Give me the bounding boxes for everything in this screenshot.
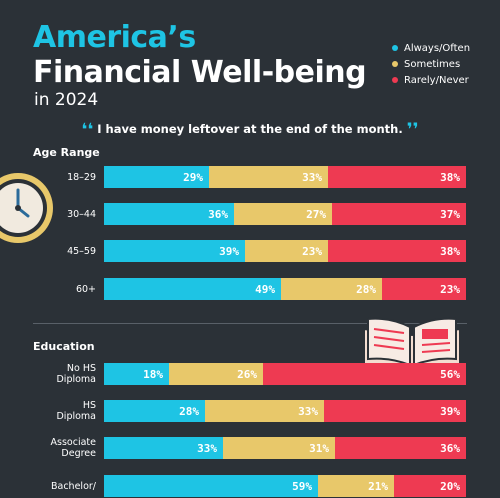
section-divider: [33, 323, 467, 324]
clock-icon: [0, 173, 53, 243]
bar-segment-rarely: 39%: [324, 400, 466, 422]
bar-value-label: 33%: [197, 441, 217, 455]
bar-segment-rarely: 23%: [382, 278, 466, 300]
stacked-bar: 59% 21% 20%: [104, 475, 466, 497]
row-label: Associate Degree: [36, 436, 96, 460]
legend-item-always: Always/Often: [392, 40, 470, 56]
bar-segment-sometimes: 27%: [234, 203, 332, 225]
bar-segment-rarely: 36%: [335, 437, 466, 459]
stacked-bar: 33% 31% 36%: [104, 437, 466, 459]
title-line-3: in 2024: [34, 90, 99, 110]
legend-item-sometimes: Sometimes: [392, 56, 470, 72]
stacked-bar: 29% 33% 38%: [104, 166, 466, 188]
row-label-line: 45–59: [67, 245, 96, 257]
bar-value-label: 28%: [356, 282, 376, 296]
bar-value-label: 28%: [179, 404, 199, 418]
bar-value-label: 39%: [440, 404, 460, 418]
bar-value-label: 31%: [309, 441, 329, 455]
legend-dot-sometimes: [392, 61, 398, 67]
row-label-line: No HS: [66, 363, 96, 374]
section-title-age: Age Range: [33, 146, 100, 159]
row-label-line: Associate: [50, 437, 96, 448]
bar-value-label: 37%: [440, 207, 460, 221]
stacked-bar: 39% 23% 38%: [104, 240, 466, 262]
row-label: 18–29: [36, 165, 96, 189]
bar-segment-always: 33%: [104, 437, 223, 459]
row-label-line: 18–29: [67, 171, 96, 183]
bar-segment-sometimes: 26%: [169, 363, 263, 385]
bar-segment-rarely: 38%: [328, 240, 466, 262]
bar-segment-always: 18%: [104, 363, 169, 385]
bar-value-label: 56%: [440, 367, 460, 381]
bar-value-label: 33%: [298, 404, 318, 418]
bar-value-label: 33%: [302, 170, 322, 184]
row-label: 60+: [36, 277, 96, 301]
bar-segment-always: 29%: [104, 166, 209, 188]
legend-label-always: Always/Often: [404, 42, 471, 54]
bar-segment-always: 39%: [104, 240, 245, 262]
bar-value-label: 49%: [255, 282, 275, 296]
row-label: No HS Diploma: [36, 362, 96, 386]
bar-segment-rarely: 56%: [263, 363, 466, 385]
bar-segment-always: 59%: [104, 475, 318, 497]
bar-value-label: 39%: [219, 244, 239, 258]
row-label-line: 60+: [75, 283, 96, 295]
quote-open-icon: ❛❛: [81, 120, 94, 140]
stacked-bar: 49% 28% 23%: [104, 278, 466, 300]
bar-segment-sometimes: 33%: [209, 166, 328, 188]
title-line-1: America’s: [33, 20, 196, 55]
legend: Always/Often Sometimes Rarely/Never: [392, 40, 470, 88]
legend-dot-always: [392, 45, 398, 51]
bar-value-label: 23%: [302, 244, 322, 258]
bar-segment-sometimes: 21%: [318, 475, 394, 497]
legend-label-sometimes: Sometimes: [404, 58, 461, 70]
bar-segment-sometimes: 23%: [245, 240, 328, 262]
row-label-line: Diploma: [56, 374, 96, 385]
title-line-2: Financial Well-being: [33, 55, 367, 90]
row-label: Bachelor/: [36, 474, 96, 498]
bar-value-label: 23%: [440, 282, 460, 296]
bar-value-label: 36%: [440, 441, 460, 455]
legend-label-rarely: Rarely/Never: [404, 74, 469, 86]
bar-value-label: 59%: [292, 479, 312, 493]
quote: ❛❛ I have money leftover at the end of t…: [0, 120, 500, 140]
section-title-education: Education: [33, 340, 95, 353]
quote-text: I have money leftover at the end of the …: [97, 122, 403, 136]
row-label-line: Diploma: [56, 411, 96, 422]
bar-segment-rarely: 20%: [394, 475, 466, 497]
bar-segment-sometimes: 28%: [281, 278, 382, 300]
bar-value-label: 27%: [306, 207, 326, 221]
row-label: HS Diploma: [36, 399, 96, 423]
bar-segment-sometimes: 33%: [205, 400, 324, 422]
legend-dot-rarely: [392, 77, 398, 83]
bar-segment-rarely: 38%: [328, 166, 466, 188]
row-label-line: Bachelor/: [51, 480, 96, 492]
bar-value-label: 26%: [237, 367, 257, 381]
bar-value-label: 38%: [440, 244, 460, 258]
stacked-bar: 28% 33% 39%: [104, 400, 466, 422]
row-label-line: 30–44: [67, 208, 96, 220]
bar-segment-always: 36%: [104, 203, 234, 225]
stacked-bar: 36% 27% 37%: [104, 203, 466, 225]
bar-value-label: 36%: [208, 207, 228, 221]
bar-segment-always: 49%: [104, 278, 281, 300]
stacked-bar: 18% 26% 56%: [104, 363, 466, 385]
bar-value-label: 38%: [440, 170, 460, 184]
row-label-line: Degree: [61, 448, 96, 459]
bar-value-label: 21%: [368, 479, 388, 493]
bar-value-label: 20%: [440, 479, 460, 493]
bar-value-label: 18%: [143, 367, 163, 381]
bar-value-label: 29%: [183, 170, 203, 184]
legend-item-rarely: Rarely/Never: [392, 72, 470, 88]
bar-segment-always: 28%: [104, 400, 205, 422]
row-label: 45–59: [36, 239, 96, 263]
row-label: 30–44: [36, 202, 96, 226]
row-label-line: HS: [82, 400, 96, 411]
bar-segment-sometimes: 31%: [223, 437, 335, 459]
quote-close-icon: ❜❜: [406, 120, 419, 140]
bar-segment-rarely: 37%: [332, 203, 466, 225]
